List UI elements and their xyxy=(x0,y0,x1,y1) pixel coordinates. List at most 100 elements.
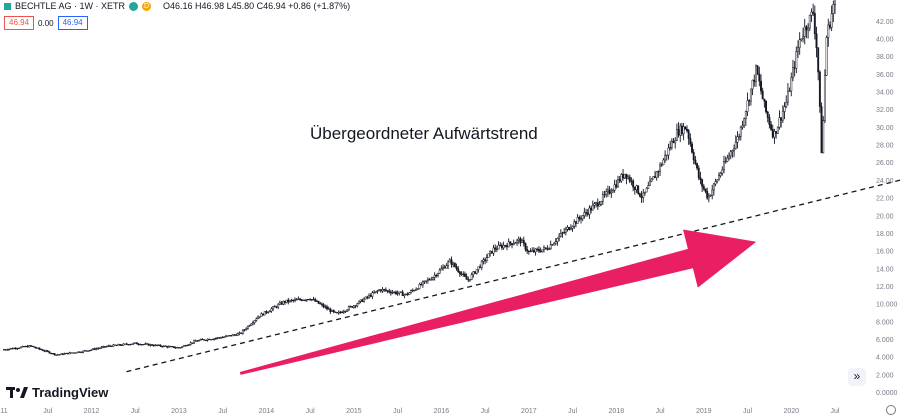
candle-body xyxy=(541,249,544,253)
x-tick-label: 2015 xyxy=(346,408,362,415)
candle-body xyxy=(40,348,42,350)
candle-body xyxy=(452,262,455,265)
candle-body xyxy=(184,345,187,347)
candle-body xyxy=(122,343,125,346)
candle-body xyxy=(793,67,796,69)
trendline[interactable] xyxy=(126,175,900,373)
candle-body xyxy=(792,67,794,78)
candle-body xyxy=(765,100,767,113)
candle-body xyxy=(763,98,766,102)
candle-body xyxy=(406,293,409,295)
annotation-text[interactable]: Übergeordneter Aufwärtstrend xyxy=(310,124,538,143)
x-tick-label: Jul xyxy=(131,408,140,415)
candle-body xyxy=(665,154,668,156)
candle-body xyxy=(479,266,482,268)
candle-body xyxy=(699,177,702,180)
candle-body xyxy=(146,343,148,345)
candle-body xyxy=(250,323,253,326)
x-tick-label: Jul xyxy=(393,408,402,415)
candle-body xyxy=(332,309,335,313)
candle-body xyxy=(580,218,582,220)
settings-gear-icon[interactable] xyxy=(886,405,896,415)
candle-body xyxy=(72,352,74,354)
candle-body xyxy=(433,274,436,278)
candle-body xyxy=(677,129,680,136)
scroll-to-realtime-button[interactable]: » xyxy=(848,368,866,386)
candle-body xyxy=(818,71,821,107)
sell-price-box[interactable]: 46.94 xyxy=(4,16,35,30)
y-tick-label: 36.00 xyxy=(876,72,894,79)
candle-body xyxy=(807,27,810,31)
candle-body xyxy=(659,164,662,172)
candle-body xyxy=(748,100,751,102)
candle-body xyxy=(637,185,640,194)
candle-body xyxy=(73,352,76,354)
candle-body xyxy=(583,212,586,216)
candle-body xyxy=(543,247,545,250)
candle-body xyxy=(736,136,739,143)
buy-price-box[interactable]: 46.94 xyxy=(57,16,88,30)
candle-body xyxy=(756,65,759,75)
candle-body xyxy=(766,111,769,118)
candle-body xyxy=(248,325,251,327)
candle-body xyxy=(117,344,120,346)
candle-body xyxy=(585,212,587,214)
candle-body xyxy=(243,329,246,331)
candle-body xyxy=(46,350,49,352)
candle-body xyxy=(341,312,344,314)
candle-body xyxy=(652,176,655,180)
y-tick-label: 16.00 xyxy=(876,249,894,256)
candle-body xyxy=(591,205,594,211)
delayed-data-badge[interactable]: D xyxy=(142,1,152,11)
candle-body xyxy=(761,90,764,100)
candle-body xyxy=(26,345,29,348)
trend-arrow[interactable] xyxy=(239,229,757,375)
candles xyxy=(3,0,836,356)
candle-body xyxy=(781,111,784,121)
candle-body xyxy=(670,140,673,148)
candle-body xyxy=(645,187,648,193)
candle-body xyxy=(798,39,801,48)
candle-body xyxy=(630,180,633,182)
candle-body xyxy=(576,216,579,224)
candle-body xyxy=(620,173,623,182)
candle-body xyxy=(396,292,399,295)
candle-body xyxy=(373,292,376,294)
candle-body xyxy=(326,306,328,310)
y-tick-label: 38.00 xyxy=(876,54,894,61)
spread-value: 0.00 xyxy=(38,18,54,28)
symbol-title[interactable]: BECHTLE AG · 1W · XETR xyxy=(15,1,126,11)
tradingview-logo[interactable]: TradingView xyxy=(6,385,108,400)
candle-body xyxy=(48,351,51,354)
candle-body xyxy=(504,245,507,247)
candle-body xyxy=(265,311,268,313)
candle-body xyxy=(437,273,439,277)
chart-header: BECHTLE AG · 1W · XETR D O46.16 H46.98 L… xyxy=(4,1,350,11)
candle-body xyxy=(563,231,566,234)
candle-body xyxy=(654,176,656,178)
candle-body xyxy=(152,345,155,347)
candle-body xyxy=(257,316,259,320)
candle-body xyxy=(31,345,34,347)
candle-body xyxy=(509,241,512,244)
candle-body xyxy=(734,142,737,149)
candle-body xyxy=(35,347,37,349)
candle-body xyxy=(376,290,379,292)
candle-body xyxy=(312,299,315,301)
candle-body xyxy=(680,125,683,134)
candle-body xyxy=(63,353,66,355)
candle-body xyxy=(206,338,209,341)
candle-body xyxy=(282,301,285,305)
candle-body xyxy=(546,248,549,250)
candle-body xyxy=(188,344,190,346)
candle-body xyxy=(65,352,68,354)
candle-body xyxy=(457,268,460,272)
candle-body xyxy=(102,346,105,348)
candle-body xyxy=(511,243,513,246)
y-tick-label: 24.00 xyxy=(876,178,894,185)
candle-body xyxy=(85,350,88,352)
x-tick-label: Jul xyxy=(831,408,840,415)
candle-body xyxy=(19,346,22,349)
candle-body xyxy=(482,259,485,262)
